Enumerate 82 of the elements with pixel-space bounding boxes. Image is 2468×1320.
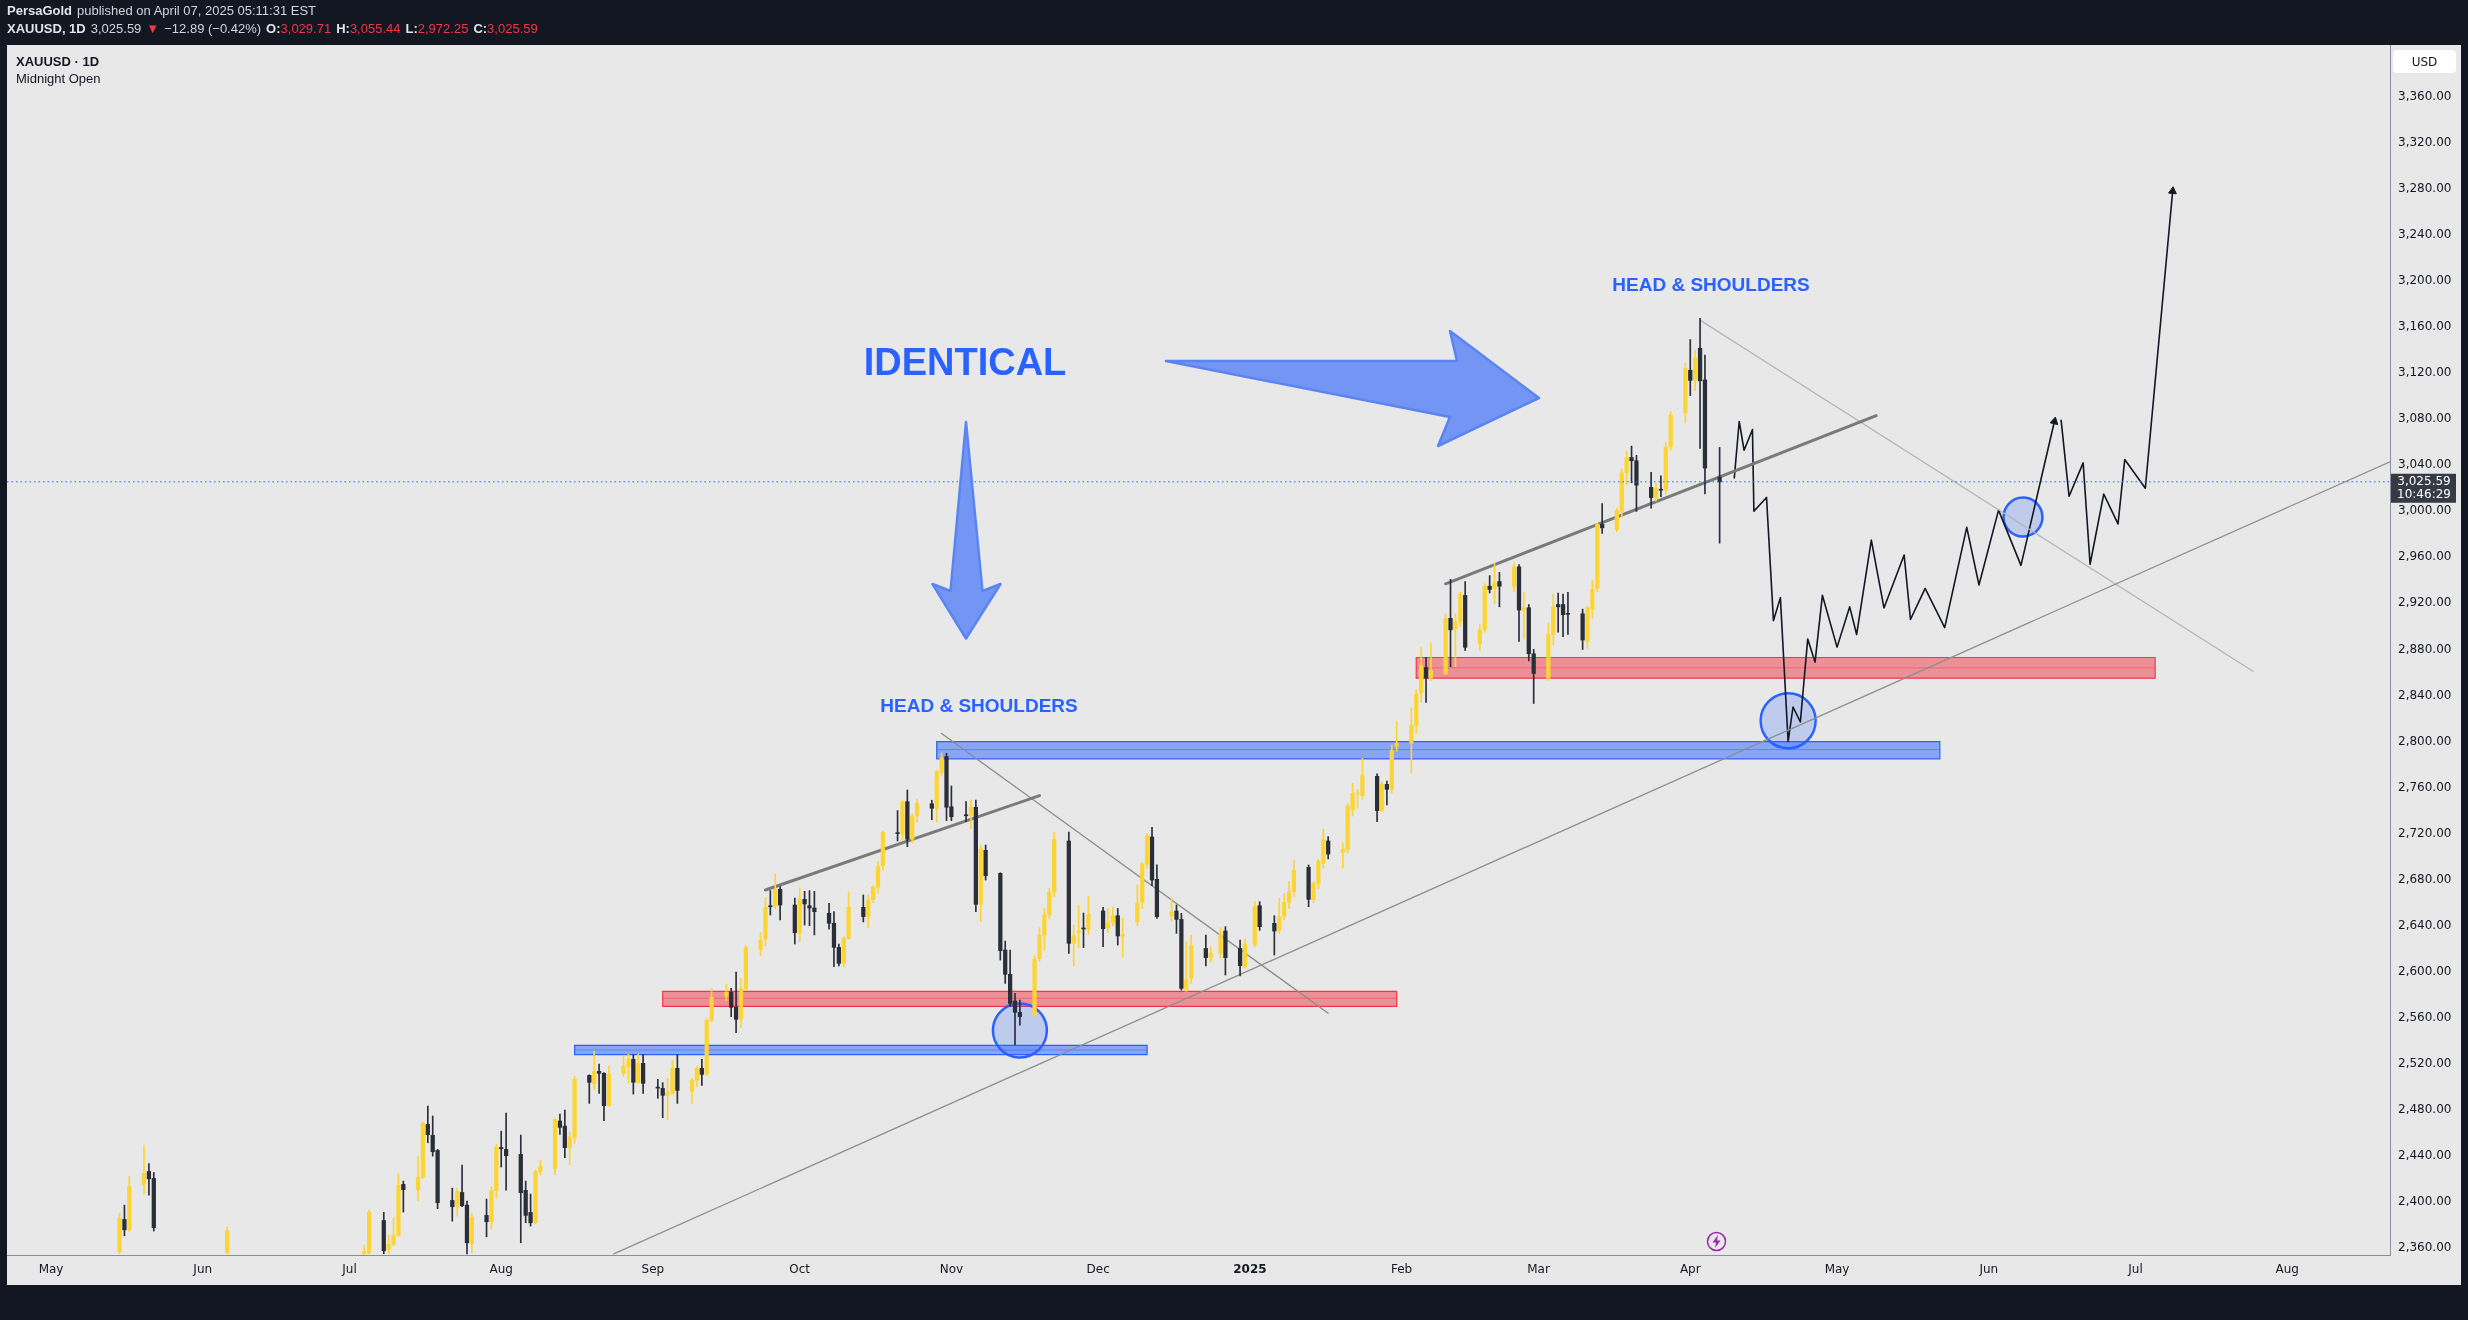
x-tick-label: May xyxy=(38,1262,64,1277)
candlestick xyxy=(660,1082,665,1118)
y-axis-title: USD xyxy=(2393,50,2456,73)
candlestick xyxy=(587,1074,592,1104)
y-tick-label: 2,640.00 xyxy=(2398,917,2452,932)
text: 3,025.59 xyxy=(90,21,142,37)
text: C: xyxy=(473,21,488,37)
y-tick-label: 2,600.00 xyxy=(2398,963,2452,978)
y-tick-label: 2,360.00 xyxy=(2398,1240,2452,1255)
text: published on April 07, 2025 05:11:31 EST xyxy=(77,3,317,19)
y-tick-label: 2,960.00 xyxy=(2398,549,2452,564)
y-tick-label: 3,360.00 xyxy=(2398,88,2452,103)
y-tick-label: 2,440.00 xyxy=(2398,1148,2452,1163)
text: O: xyxy=(266,21,281,37)
text: ▼ xyxy=(146,21,160,37)
y-tick-label: 2,800.00 xyxy=(2398,733,2452,748)
text: H: xyxy=(336,21,350,37)
y-tick-label: 3,120.00 xyxy=(2398,365,2452,380)
x-tick-label: Nov xyxy=(939,1262,964,1277)
x-tick-label: Oct xyxy=(789,1262,811,1277)
x-tick-label: Apr xyxy=(1679,1262,1701,1277)
x-tick-label: 2025 xyxy=(1233,1262,1267,1277)
x-tick-label: Mar xyxy=(1527,1262,1550,1277)
candlestick xyxy=(1521,591,1527,640)
candlestick xyxy=(1423,657,1429,703)
y-tick-label: 3,280.00 xyxy=(2398,181,2452,196)
text: 3,029.71 xyxy=(280,21,332,37)
candlestick xyxy=(1394,721,1399,752)
y-tick-label: 2,560.00 xyxy=(2398,1009,2452,1024)
candlestick xyxy=(499,1130,504,1168)
text: XAUUSD · 1D xyxy=(16,54,100,69)
text: 3,025.59 xyxy=(487,21,538,37)
annotation: HEAD & SHOULDERS xyxy=(1612,274,1810,296)
x-tick-label: Aug xyxy=(2275,1262,2299,1277)
candlestick xyxy=(1688,339,1693,396)
y-tick-label: 2,520.00 xyxy=(2398,1056,2452,1071)
annotation: HEAD & SHOULDERS xyxy=(880,695,1078,717)
y-tick-label: 3,160.00 xyxy=(2398,319,2452,334)
candlestick xyxy=(503,1112,509,1191)
y-tick-label: 2,720.00 xyxy=(2398,825,2452,840)
y-tick-label: 2,680.00 xyxy=(2398,871,2452,886)
annotation: IDENTICAL xyxy=(863,341,1067,384)
text: 3,055.44 xyxy=(349,21,401,37)
y-tick-label: 3,000.00 xyxy=(2398,503,2452,518)
y-tick-label: 2,840.00 xyxy=(2398,687,2452,702)
y-tick-label: 2,480.00 xyxy=(2398,1102,2452,1117)
y-tick-label: 3,320.00 xyxy=(2398,134,2452,149)
text: PersaGold xyxy=(7,3,73,19)
x-tick-label: Jun xyxy=(192,1262,213,1277)
y-tick-label: 3,040.00 xyxy=(2398,457,2452,472)
text: L: xyxy=(405,21,418,37)
candlestick xyxy=(450,1187,455,1222)
y-tick-label: 3,080.00 xyxy=(2398,411,2452,426)
y-tick-label: 3,240.00 xyxy=(2398,227,2452,242)
x-tick-label: Sep xyxy=(641,1262,665,1277)
x-tick-label: Jul xyxy=(2127,1262,2143,1277)
text: 2,972.25 xyxy=(417,21,469,37)
x-tick-label: Feb xyxy=(1390,1262,1413,1277)
candlestick xyxy=(733,971,739,1034)
x-tick-label: Dec xyxy=(1086,1262,1110,1277)
y-tick-label: 2,880.00 xyxy=(2398,641,2452,656)
candlestick xyxy=(963,801,969,822)
candlestick xyxy=(699,1059,704,1086)
text: XAUUSD, 1D xyxy=(7,21,86,37)
text: Midnight Open xyxy=(16,71,101,86)
candlestick xyxy=(1556,592,1561,633)
candlestick xyxy=(1105,908,1111,933)
y-tick-label: 2,400.00 xyxy=(2398,1194,2452,1209)
y-tick-label: 2,760.00 xyxy=(2398,779,2452,794)
candlestick xyxy=(1565,591,1571,635)
candlestick xyxy=(1017,999,1023,1026)
x-tick-label: May xyxy=(1824,1262,1850,1277)
x-tick-label: Jul xyxy=(341,1262,357,1277)
y-tick-label: 3,200.00 xyxy=(2398,273,2452,288)
x-tick-label: Jun xyxy=(1978,1262,1999,1277)
candlestick xyxy=(1658,475,1664,497)
x-tick-label: Aug xyxy=(489,1262,513,1277)
candlestick xyxy=(1184,941,1189,993)
text: 10:46:29 xyxy=(2397,487,2451,502)
y-tick-label: 2,920.00 xyxy=(2398,595,2452,610)
ref-line-label: 3,025.59 xyxy=(2397,473,2451,488)
text: −12.89 (−0.42%) xyxy=(164,21,262,37)
